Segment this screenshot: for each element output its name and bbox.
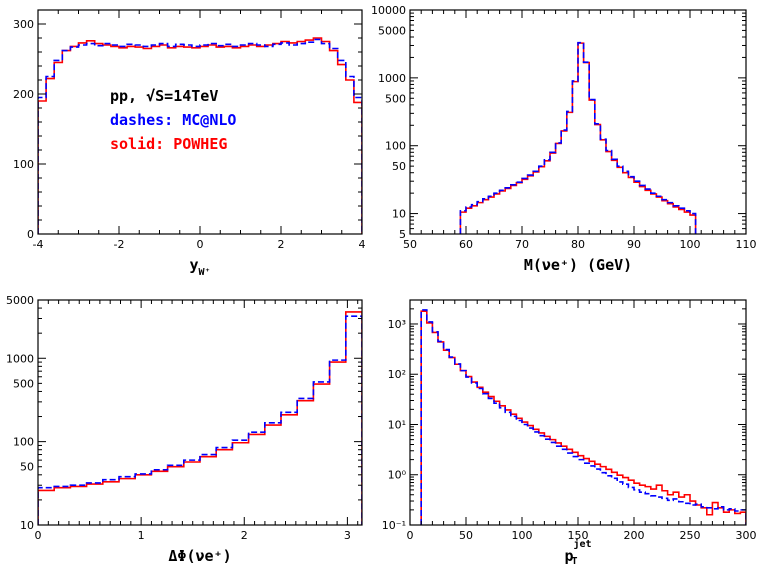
y-tick-label: 500 (385, 92, 406, 105)
x-axis-label: M(νe⁺) (GeV) (524, 256, 632, 274)
x-tick-label: 150 (568, 529, 589, 542)
x-tick-label: 2 (278, 238, 285, 251)
y-tick-label: 0 (27, 228, 34, 241)
annotation-text: dashes: MC@NLO (110, 111, 236, 129)
x-tick-label: 2 (241, 529, 248, 542)
y-tick-label: 50 (20, 461, 34, 474)
panel-bottom-right: 0 50 100 150 200 250 300 10⁻¹ 10⁰ 10¹ 10² 10³ pjet T (382, 299, 757, 567)
y-tick-label: 5000 (6, 294, 34, 307)
x-tick-label: 0 (407, 529, 414, 542)
x-tick-label: 0 (35, 529, 42, 542)
series-dashed-line (38, 315, 362, 525)
series-solid-line (38, 311, 362, 525)
y-tick-label: 5000 (378, 24, 406, 37)
panel-top-right: 50 60 70 80 90 100 110 5 10 50 100 500 1000 5000 10000… (371, 4, 757, 274)
x-tick-label: 80 (571, 238, 585, 251)
y-tick-label: 100 (13, 158, 34, 171)
x-tick-label: -4 (33, 238, 44, 251)
x-tick-label: 250 (680, 529, 701, 542)
y-tick-label: 100 (385, 140, 406, 153)
x-tick-label: 1 (138, 529, 145, 542)
y-tick-label: 10² (388, 368, 406, 381)
x-tick-label: 50 (403, 238, 417, 251)
x-tick-label: 90 (627, 238, 641, 251)
x-axis-label: ΔΦ(νe⁺) (168, 547, 231, 565)
annotation-text: solid: POWHEG (110, 135, 227, 153)
y-tick-label: 10⁰ (388, 469, 407, 482)
y-tick-label: 1000 (378, 72, 406, 85)
y-tick-label: 10 (20, 519, 34, 532)
x-tick-label: 100 (512, 529, 533, 542)
y-tick-label: 200 (13, 88, 34, 101)
y-tick-label: 10⁻¹ (382, 519, 406, 532)
x-tick-label: 200 (624, 529, 645, 542)
y-tick-label: 10 (392, 208, 406, 221)
series-dashed-line (38, 38, 362, 234)
y-tick-label: 50 (392, 160, 406, 173)
x-tick-label: 50 (459, 529, 473, 542)
plot-frame (409, 299, 747, 526)
plot-frame (37, 299, 363, 526)
series-dashed-line (459, 41, 697, 234)
annotation-text: pp, √S=14TeV (110, 87, 218, 105)
x-tick-label: 60 (459, 238, 473, 251)
series-dashed-line (420, 309, 746, 525)
y-tick-label: 300 (13, 18, 34, 31)
x-tick-label: 300 (736, 529, 757, 542)
panel-top-left: -4 -2 0 2 4 0 100 200 300 yW⁺ pp, √S=14TeV dashes: … (13, 9, 366, 278)
y-tick-label: 5 (399, 228, 406, 241)
x-tick-label: 4 (359, 238, 366, 251)
y-tick-label: 10000 (371, 4, 406, 17)
x-tick-label: 3 (344, 529, 351, 542)
y-tick-label: 10¹ (388, 418, 406, 431)
y-tick-label: 10³ (388, 318, 406, 331)
panel-bottom-left: 0 1 2 3 10 50 100 500 1000 5000 ΔΦ(νe⁺) (6, 294, 363, 565)
x-tick-label: 70 (515, 238, 529, 251)
y-tick-label: 100 (13, 436, 34, 449)
x-tick-label: 100 (680, 238, 701, 251)
series-solid-line (420, 310, 746, 525)
x-axis-label: pjet T (564, 538, 591, 567)
y-tick-label: 500 (13, 377, 34, 390)
x-axis-label: yW⁺ (189, 256, 210, 278)
y-tick-label: 1000 (6, 352, 34, 365)
x-tick-label: 110 (736, 238, 757, 251)
x-tick-label: 0 (197, 238, 204, 251)
x-tick-label: -2 (114, 238, 125, 251)
